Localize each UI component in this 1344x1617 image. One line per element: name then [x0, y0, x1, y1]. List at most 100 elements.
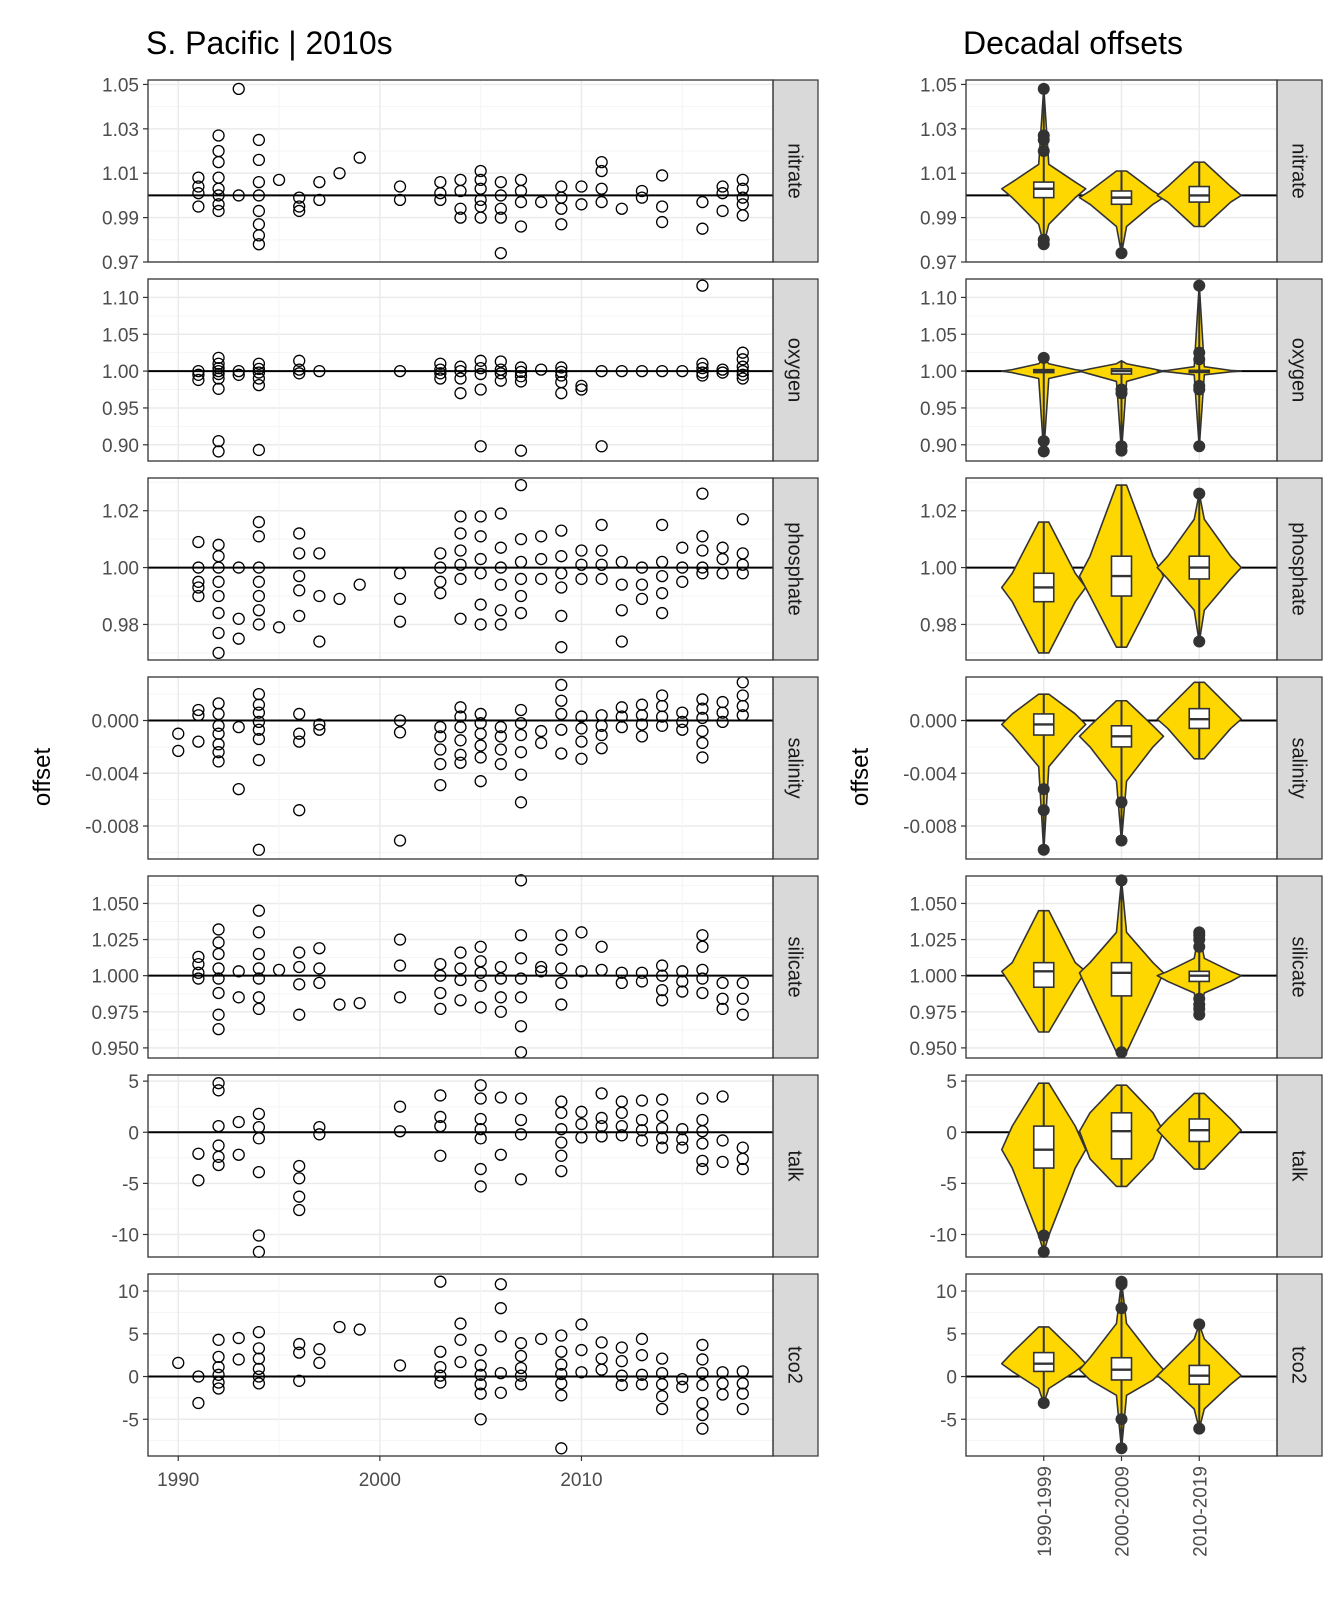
left-y-axis-label: offset — [29, 748, 56, 807]
y-tick-label: 0 — [946, 1368, 957, 1389]
data-point — [676, 965, 689, 978]
data-point — [696, 1353, 709, 1366]
data-point — [252, 1132, 266, 1145]
data-point — [615, 720, 628, 734]
data-point — [514, 478, 528, 492]
data-point — [293, 354, 306, 367]
panel-border — [147, 1273, 774, 1457]
data-point — [192, 735, 205, 748]
data-point — [655, 1141, 669, 1154]
data-point — [514, 370, 528, 383]
y-tick-label: 1.00 — [920, 559, 957, 580]
data-point — [232, 364, 245, 378]
data-point — [555, 1345, 568, 1358]
data-point — [393, 1125, 407, 1138]
data-point — [393, 714, 407, 727]
data-point — [252, 366, 266, 379]
data-point — [474, 510, 487, 523]
x-tick-label: 2010-2019 — [1190, 1466, 1211, 1557]
data-point — [555, 1329, 568, 1342]
data-point — [192, 171, 205, 184]
data-point — [474, 707, 487, 721]
data-point — [232, 368, 245, 381]
data-point — [272, 621, 286, 634]
data-point — [393, 726, 407, 739]
data-point — [252, 575, 266, 588]
panel-background — [148, 1075, 773, 1257]
x-tick-label: 2000-2009 — [1113, 1466, 1134, 1557]
data-point — [494, 1091, 507, 1104]
facet-strip — [1276, 1273, 1323, 1457]
data-point — [434, 587, 447, 600]
data-point — [514, 874, 528, 887]
data-point — [514, 361, 528, 374]
data-point — [696, 724, 709, 738]
data-point — [595, 164, 608, 178]
data-point — [696, 986, 709, 1000]
data-point — [494, 757, 507, 771]
data-point — [192, 1396, 205, 1410]
facet-strip — [1276, 79, 1323, 263]
boxplot-box — [1032, 1351, 1055, 1373]
data-point — [615, 578, 628, 591]
data-point — [595, 195, 608, 209]
data-point — [514, 972, 528, 985]
data-point — [514, 728, 528, 742]
data-point — [232, 1115, 245, 1129]
data-point — [212, 589, 225, 603]
data-point — [696, 487, 709, 500]
facet-strip-label: talk — [784, 1150, 806, 1182]
data-point — [474, 966, 487, 979]
data-point — [615, 202, 628, 215]
facet-strip-label: nitrate — [784, 143, 806, 199]
data-point — [474, 727, 487, 740]
x-tick-label: 1990 — [157, 1470, 199, 1491]
data-point — [212, 1077, 225, 1090]
data-point — [434, 720, 447, 734]
data-point — [293, 200, 306, 213]
data-point — [555, 524, 568, 537]
data-point — [293, 191, 306, 204]
data-point — [434, 778, 447, 792]
data-point — [494, 1366, 507, 1380]
data-point — [232, 612, 245, 625]
data-point — [232, 561, 245, 574]
data-point — [252, 1002, 266, 1016]
data-point — [212, 986, 225, 1000]
data-point — [555, 218, 568, 231]
data-point — [454, 387, 467, 400]
facet-strip — [1276, 477, 1323, 661]
data-point — [393, 592, 407, 606]
data-point — [555, 707, 568, 721]
y-tick-label: 1.00 — [102, 362, 139, 383]
data-point — [696, 530, 709, 543]
data-point — [252, 238, 266, 251]
y-tick-label: -0.004 — [903, 764, 957, 785]
data-point — [293, 569, 306, 583]
data-point — [393, 933, 407, 946]
data-point — [494, 246, 507, 260]
data-point — [494, 604, 507, 617]
panel-border — [965, 1074, 1278, 1258]
data-point — [192, 1370, 205, 1383]
panel-border — [147, 875, 774, 1059]
data-point — [434, 1002, 447, 1016]
data-point — [293, 363, 306, 376]
data-point — [212, 719, 225, 732]
data-point — [494, 211, 507, 224]
data-point — [212, 362, 225, 375]
boxplot-outlier — [1193, 1008, 1206, 1021]
boxplot-outlier — [1037, 82, 1050, 95]
data-point — [393, 991, 407, 1004]
data-point — [575, 558, 588, 571]
data-point — [232, 82, 245, 96]
data-point — [474, 1092, 487, 1105]
data-point — [494, 561, 507, 574]
data-point — [696, 702, 709, 715]
right-chart-title: Decadal offsets — [963, 25, 1183, 61]
data-point — [676, 1380, 689, 1393]
data-point — [494, 367, 507, 380]
data-point — [655, 719, 669, 732]
data-point — [434, 372, 447, 385]
data-point — [313, 718, 326, 731]
